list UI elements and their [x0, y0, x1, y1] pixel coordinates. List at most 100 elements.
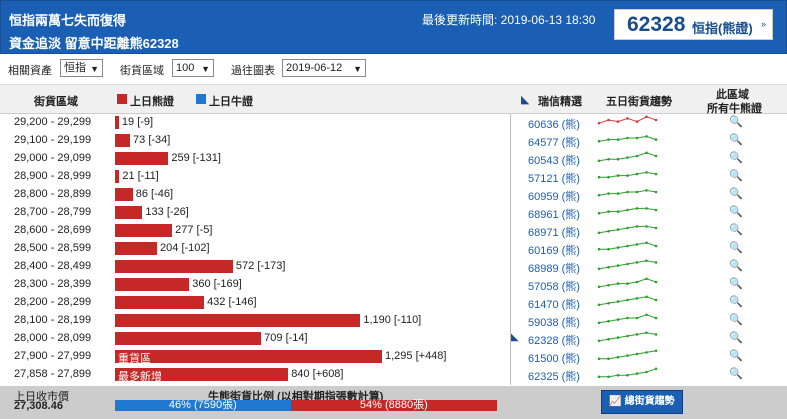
trend-chart-icon: 📈 — [609, 396, 622, 407]
bear-bar[interactable] — [115, 170, 120, 183]
bear-bar[interactable] — [115, 242, 158, 255]
bull-ratio-bar: 46% (7590張) — [115, 400, 291, 411]
headline-title: 恒指兩萬七失而復得 — [9, 13, 127, 28]
table-row: 27,900 - 27,999 重貨區 1,295 [+448] 61500 (熊) 🔍 — [0, 348, 787, 365]
bar-value-label: 709 [-14] — [264, 332, 308, 344]
picked-warrant-link[interactable]: 60959 (熊) — [528, 191, 580, 203]
picked-warrant-link[interactable]: 61470 (熊) — [528, 299, 580, 311]
filter-bar: 相關資產 恒指 ▼ 街貨區域 100 ▼ 過往圖表 2019-06-12 ▼ — [0, 58, 787, 80]
bear-bar[interactable] — [115, 134, 131, 147]
picked-warrant-link[interactable]: 68989 (熊) — [528, 263, 580, 275]
magnifier-icon[interactable]: 🔍 — [729, 368, 743, 380]
picked-warrant-link[interactable]: 60636 (熊) — [528, 119, 580, 131]
picked-warrant-link[interactable]: 60543 (熊) — [528, 155, 580, 167]
last-update-time: 最後更新時間: 2019-06-13 18:30 — [422, 13, 596, 27]
bear-bar[interactable] — [115, 188, 133, 201]
magnifier-icon[interactable]: 🔍 — [729, 170, 743, 182]
bear-bar[interactable] — [115, 314, 361, 327]
five-day-trend-sparkline — [597, 189, 658, 197]
bar-value-label: 259 [-131] — [171, 152, 221, 164]
magnifier-icon[interactable]: 🔍 — [729, 116, 743, 128]
magnifier-icon[interactable]: 🔍 — [729, 260, 743, 272]
zone-select-value: 100 — [176, 62, 195, 74]
zone-label: 街貨區域 — [120, 65, 164, 77]
table-row: 29,100 - 29,199 73 [-34] 64577 (熊) 🔍 — [0, 132, 787, 149]
bear-bar[interactable] — [115, 224, 173, 237]
zone-range: 27,858 - 27,899 — [14, 368, 92, 380]
past-chart-select[interactable]: 2019-06-12 ▼ — [282, 59, 366, 77]
table-row: 28,000 - 28,099 709 [-14] ◣ 62328 (熊) 🔍 — [0, 330, 787, 347]
bear-bar[interactable] — [115, 296, 205, 309]
bar-value-label: 1,190 [-110] — [363, 314, 422, 326]
zone-range: 28,400 - 28,499 — [14, 260, 92, 272]
asset-select[interactable]: 恒指 ▼ — [60, 59, 103, 77]
picked-warrant-link[interactable]: 68971 (熊) — [528, 227, 580, 239]
five-day-trend-sparkline — [597, 135, 658, 143]
bar-value-label: 360 [-169] — [192, 278, 242, 290]
picked-warrant-link[interactable]: 64577 (熊) — [528, 137, 580, 149]
picked-warrant-link[interactable]: 62325 (熊) — [528, 371, 580, 383]
table-row: 28,900 - 28,999 21 [-11] 57121 (熊) 🔍 — [0, 168, 787, 185]
credit-suisse-logo-icon: ◣ — [511, 332, 519, 343]
zone-range: 28,700 - 28,799 — [14, 206, 92, 218]
magnifier-icon[interactable]: 🔍 — [729, 332, 743, 344]
zone-range: 28,000 - 28,099 — [14, 332, 92, 344]
bear-bar[interactable] — [115, 278, 190, 291]
magnifier-icon[interactable]: 🔍 — [729, 314, 743, 326]
table-row: 27,858 - 27,899 最多新增 840 [+608] 62325 (熊) 🔍 — [0, 366, 787, 383]
picked-warrant-link[interactable]: 61500 (熊) — [528, 353, 580, 365]
picked-warrant-link[interactable]: 57121 (熊) — [528, 173, 580, 185]
bar-value-label: 572 [-173] — [235, 260, 286, 272]
zone-range: 29,000 - 29,099 — [14, 152, 92, 164]
table-row: 28,400 - 28,499 572 [-173] 68989 (熊) 🔍 — [0, 258, 787, 275]
featured-warrant-box[interactable]: 62328 恒指(熊證) » — [614, 9, 773, 40]
magnifier-icon[interactable]: 🔍 — [729, 134, 743, 146]
magnifier-icon[interactable]: 🔍 — [729, 224, 743, 236]
col-pick: 瑞信精選 — [538, 96, 582, 108]
bear-bar[interactable] — [115, 152, 169, 165]
total-trend-button-label: 總街貨趨勢 — [624, 396, 675, 407]
magnifier-icon[interactable]: 🔍 — [729, 242, 743, 254]
table-row: 28,300 - 28,399 360 [-169] 57058 (熊) 🔍 — [0, 276, 787, 293]
picked-warrant-link[interactable]: 59038 (熊) — [528, 317, 580, 329]
five-day-trend-sparkline — [597, 241, 658, 251]
bar-value-label: 19 [-9] — [121, 116, 154, 128]
dropdown-arrow-icon: ▼ — [353, 64, 362, 74]
bear-bar[interactable] — [115, 350, 382, 363]
close-price-label: 上日收市價 — [14, 391, 69, 403]
bear-bar[interactable] — [115, 116, 119, 129]
total-trend-button[interactable]: 📈 總街貨趨勢 — [601, 390, 683, 414]
table-row: 28,200 - 28,299 432 [-146] 61470 (熊) 🔍 — [0, 294, 787, 311]
table-row: 28,600 - 28,699 277 [-5] 68971 (熊) 🔍 — [0, 222, 787, 239]
zone-select[interactable]: 100 ▼ — [172, 59, 214, 77]
magnifier-icon[interactable]: 🔍 — [729, 188, 743, 200]
picked-warrant-link[interactable]: 60169 (熊) — [528, 245, 580, 257]
table-row: 28,800 - 28,899 86 [-46] 60959 (熊) 🔍 — [0, 186, 787, 203]
bear-bar[interactable] — [115, 206, 143, 219]
table-row: 29,200 - 29,299 19 [-9] 60636 (熊) 🔍 — [0, 114, 787, 131]
bar-value-label: 73 [-34] — [133, 134, 171, 146]
zone-range: 29,200 - 29,299 — [14, 116, 92, 128]
zone-range: 28,300 - 28,399 — [14, 278, 92, 290]
five-day-trend-sparkline — [597, 171, 658, 179]
bull-legend-swatch — [196, 94, 206, 104]
picked-warrant-link[interactable]: 57058 (熊) — [528, 281, 580, 293]
magnifier-icon[interactable]: 🔍 — [729, 296, 743, 308]
headline-subtitle: 資金追淡 留意中距離熊62328 — [9, 36, 179, 51]
magnifier-icon[interactable]: 🔍 — [729, 152, 743, 164]
bear-bar[interactable] — [115, 332, 262, 345]
picked-warrant-link[interactable]: 68961 (熊) — [528, 209, 580, 221]
zone-range: 27,900 - 27,999 — [14, 350, 92, 362]
bear-bar[interactable] — [115, 260, 233, 273]
dropdown-arrow-icon: ▼ — [201, 64, 210, 74]
bear-bar[interactable] — [115, 368, 289, 381]
magnifier-icon[interactable]: 🔍 — [729, 206, 743, 218]
magnifier-icon[interactable]: 🔍 — [729, 278, 743, 290]
picked-warrant-link[interactable]: 62328 (熊) — [528, 335, 580, 347]
bar-inner-label: 重貨區 — [118, 353, 151, 365]
table-row: 28,700 - 28,799 133 [-26] 68961 (熊) 🔍 — [0, 204, 787, 221]
col-all-line1: 此區域 — [716, 89, 749, 101]
featured-warrant-code: 62328 — [627, 13, 686, 36]
magnifier-icon[interactable]: 🔍 — [729, 350, 743, 362]
double-chevron-right-icon: » — [761, 19, 767, 29]
